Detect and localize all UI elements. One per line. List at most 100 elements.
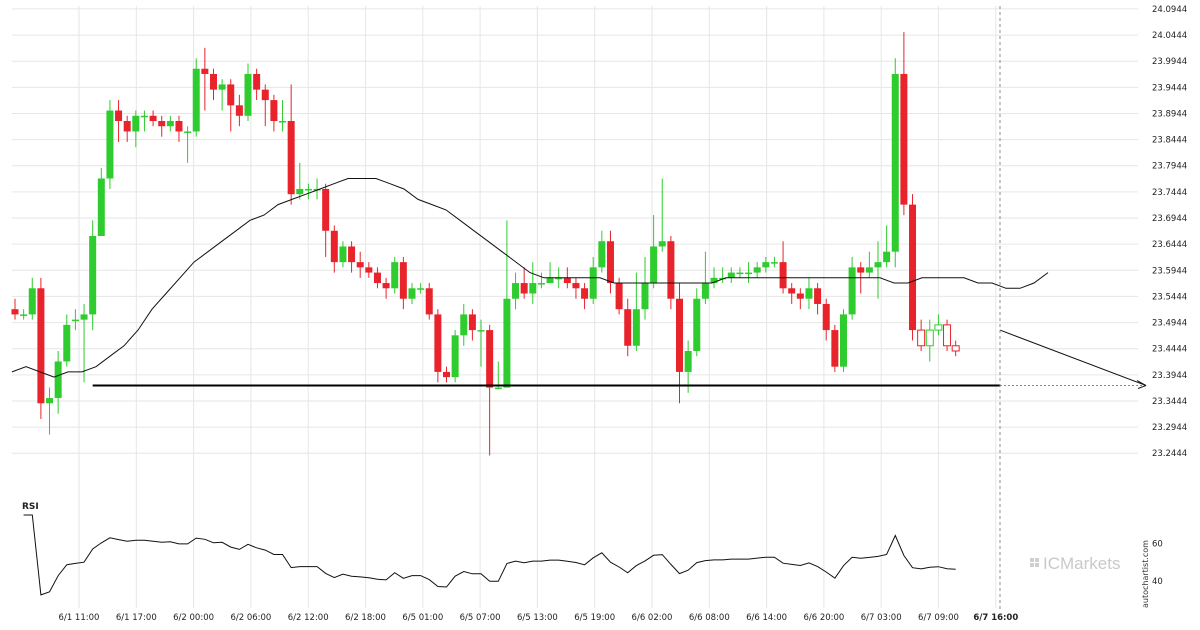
candle (546, 262, 554, 284)
candle (710, 267, 718, 289)
candle (468, 309, 476, 341)
candle (589, 256, 597, 304)
candle (727, 267, 735, 284)
candle (891, 58, 899, 268)
candle-body (891, 73, 899, 252)
price-tick-label: 23.3944 (1152, 371, 1187, 381)
candle (581, 283, 589, 310)
candle-body (97, 178, 105, 236)
candle-body (132, 115, 140, 132)
candle-body (598, 241, 606, 268)
candle-body (951, 345, 960, 352)
time-tick-label: 6/7 09:00 (918, 613, 959, 623)
candle-body (701, 283, 709, 299)
price-tick-label: 23.5444 (1152, 292, 1187, 302)
candle-body (529, 283, 537, 294)
grid (12, 6, 1138, 608)
candle (736, 267, 744, 278)
candle (71, 309, 79, 331)
candle (805, 277, 813, 310)
candle (770, 256, 778, 268)
candle (848, 256, 856, 320)
time-tick-label: 6/6 14:00 (746, 613, 787, 623)
candle-body (727, 272, 735, 278)
moving-average-line (11, 178, 1049, 378)
candle-body (391, 262, 399, 289)
candle (486, 324, 494, 456)
time-tick-label: 6/2 06:00 (230, 613, 271, 623)
candle-body (63, 324, 71, 362)
candle-body (486, 330, 494, 388)
price-tick-label: 23.7444 (1152, 188, 1187, 198)
candle (192, 58, 200, 137)
candle-body (149, 115, 157, 121)
candle-body (209, 73, 217, 90)
candle-body (796, 293, 804, 299)
candle (494, 361, 502, 390)
candle (753, 262, 761, 278)
candle (123, 115, 131, 142)
time-tick-label: 6/6 08:00 (689, 613, 730, 623)
candle-body (296, 188, 304, 195)
candle-body (581, 288, 589, 299)
candle (322, 183, 330, 257)
price-tick-label: 23.5944 (1152, 266, 1187, 276)
candle-body (71, 319, 79, 322)
candle-body (123, 121, 131, 132)
candle-body (494, 387, 502, 390)
candle (11, 298, 19, 320)
candle-body (865, 267, 873, 273)
candle-body (253, 73, 261, 90)
candle-body (54, 361, 62, 399)
candle (391, 256, 399, 294)
candle (89, 220, 97, 331)
price-tick-label: 23.3444 (1152, 397, 1187, 407)
logo-icon (1030, 558, 1039, 567)
candle (279, 100, 287, 132)
candle (166, 115, 174, 132)
candle (218, 79, 226, 111)
time-tick-label: 6/2 00:00 (173, 613, 214, 623)
candle-body (805, 288, 813, 299)
candle-body (753, 267, 761, 273)
candle (106, 100, 114, 189)
candle (270, 94, 278, 132)
candle (658, 178, 666, 252)
candle (63, 314, 71, 367)
time-tick-label: 6/2 18:00 (345, 613, 386, 623)
candle-body (11, 309, 19, 315)
candle-body (606, 241, 614, 284)
candle-body (917, 329, 926, 347)
candle (451, 330, 459, 383)
candle-body (676, 298, 684, 372)
candle (512, 272, 520, 310)
price-tick-label: 23.6944 (1152, 214, 1187, 224)
candle-body (667, 241, 675, 299)
candle (425, 283, 433, 320)
candle-body (503, 298, 511, 388)
candle (356, 251, 364, 278)
candle-body (831, 330, 839, 367)
time-tick-label: 6/7 03:00 (861, 613, 902, 623)
candle-body (770, 262, 778, 264)
candle-body (546, 277, 554, 284)
candle-body (115, 110, 123, 121)
candle (399, 256, 407, 310)
candle (97, 168, 105, 236)
candle-body (555, 277, 563, 280)
candle (373, 267, 381, 289)
candle-body (572, 283, 580, 289)
time-tick-label: 6/5 19:00 (574, 613, 615, 623)
candle (814, 283, 822, 315)
candle (253, 68, 261, 101)
candle-body (140, 115, 148, 118)
candle (529, 262, 537, 304)
candle (572, 277, 580, 299)
price-tick-label: 23.7944 (1152, 162, 1187, 172)
candle (719, 267, 727, 284)
candle-body (166, 121, 174, 127)
candle (883, 225, 891, 268)
candle (54, 351, 62, 414)
candle (650, 215, 658, 289)
candle-body (909, 204, 917, 331)
